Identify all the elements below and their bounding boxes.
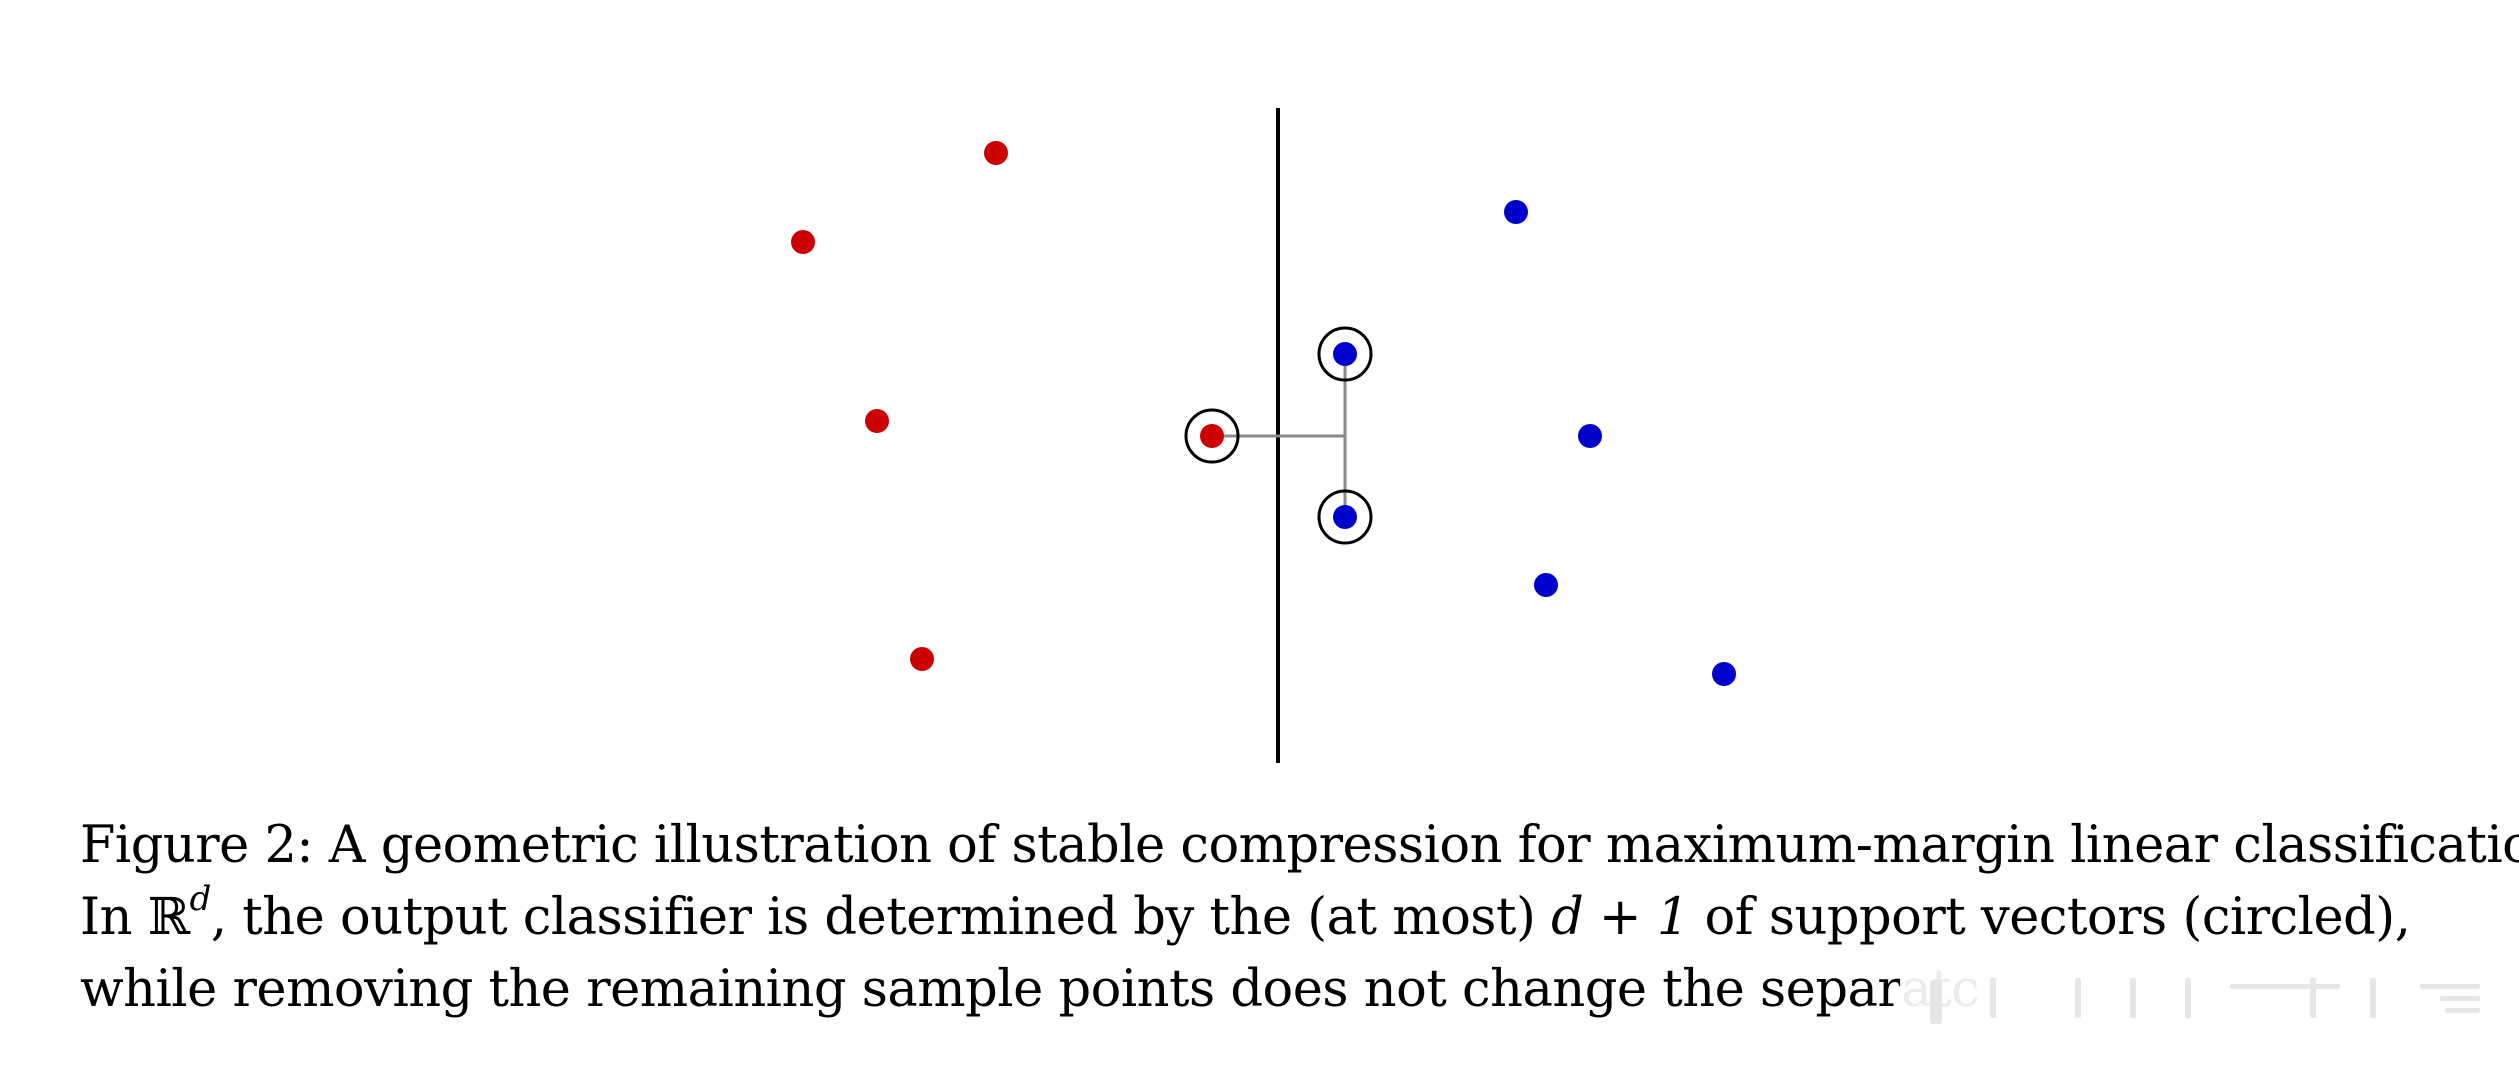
- caption-line-2-middle: , the output classifier is determined by…: [210, 888, 1552, 947]
- blue-support-vector: [1333, 342, 1357, 366]
- blue-point: [1534, 573, 1558, 597]
- figure-caption: Figure 2: A geometric illustration of st…: [80, 810, 2519, 1026]
- caption-line-1: Figure 2: A geometric illustration of st…: [80, 816, 2519, 875]
- caption-line-2-suffix: of support vectors (circled),: [1688, 888, 2411, 947]
- red-point: [791, 230, 815, 254]
- red-point: [910, 647, 934, 671]
- caption-line-3: while removing the remaining sample poin…: [80, 960, 1980, 1019]
- blue-point: [1504, 200, 1528, 224]
- blue-support-vector: [1333, 505, 1357, 529]
- caption-line-2-prefix: In: [80, 888, 148, 947]
- support-circle: [1317, 489, 1373, 545]
- math-d-plus-1: d + 1: [1551, 888, 1689, 947]
- red-class-points: [791, 141, 1224, 671]
- caption-line-2: In ℝd, the output classifier is determin…: [80, 882, 2460, 954]
- dimension-superscript: d: [189, 879, 212, 919]
- blue-class-points: [1333, 200, 1736, 686]
- figure-2-illustration: [791, 108, 1736, 763]
- red-point: [984, 141, 1008, 165]
- watermark-icon: [1900, 968, 2500, 1030]
- blue-point: [1578, 424, 1602, 448]
- support-circle: [1184, 408, 1240, 464]
- red-support-vector: [1200, 424, 1224, 448]
- support-vector-circles: [1184, 326, 1373, 545]
- blackboard-R: ℝ: [147, 888, 190, 947]
- red-point: [865, 409, 889, 433]
- support-circle: [1317, 326, 1373, 382]
- blue-point: [1712, 662, 1736, 686]
